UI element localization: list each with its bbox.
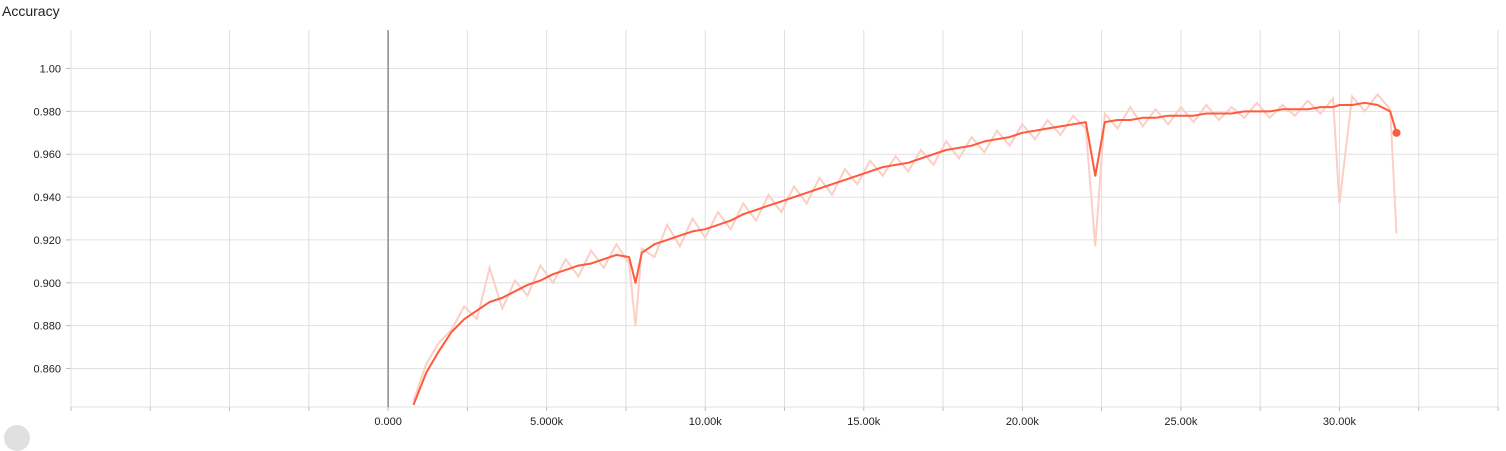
x-tick-label: 25.00k xyxy=(1164,416,1198,428)
x-tick-label: 20.00k xyxy=(1006,416,1040,428)
x-tick-label: 0.000 xyxy=(374,416,402,428)
accuracy-chart: 0.860 0.880 0.900 0.920 0.940 0.960 0.980 1.00 0… xyxy=(33,30,1499,428)
x-tick-label: 5.000k xyxy=(530,416,564,428)
y-tick-label: 0.980 xyxy=(33,106,61,118)
y-tick-label: 0.900 xyxy=(33,278,61,290)
raw-series-line xyxy=(412,92,1398,401)
x-tick-label: 10.00k xyxy=(689,416,723,428)
smoothed-series-line xyxy=(412,101,1398,406)
x-tick-label: 30.00k xyxy=(1323,416,1357,428)
last-point-marker xyxy=(1392,128,1401,137)
y-tick-label: 1.00 xyxy=(40,64,61,76)
y-tick-label: 0.860 xyxy=(33,363,61,375)
x-tick-label: 15.00k xyxy=(847,416,881,428)
y-tick-label: 0.920 xyxy=(33,235,61,247)
y-tick-label: 0.960 xyxy=(33,149,61,161)
chart-title: Accuracy xyxy=(2,3,60,19)
y-tick-label: 0.940 xyxy=(33,192,61,204)
fit-domain-icon[interactable] xyxy=(4,425,30,451)
y-tick-label: 0.880 xyxy=(33,321,61,333)
